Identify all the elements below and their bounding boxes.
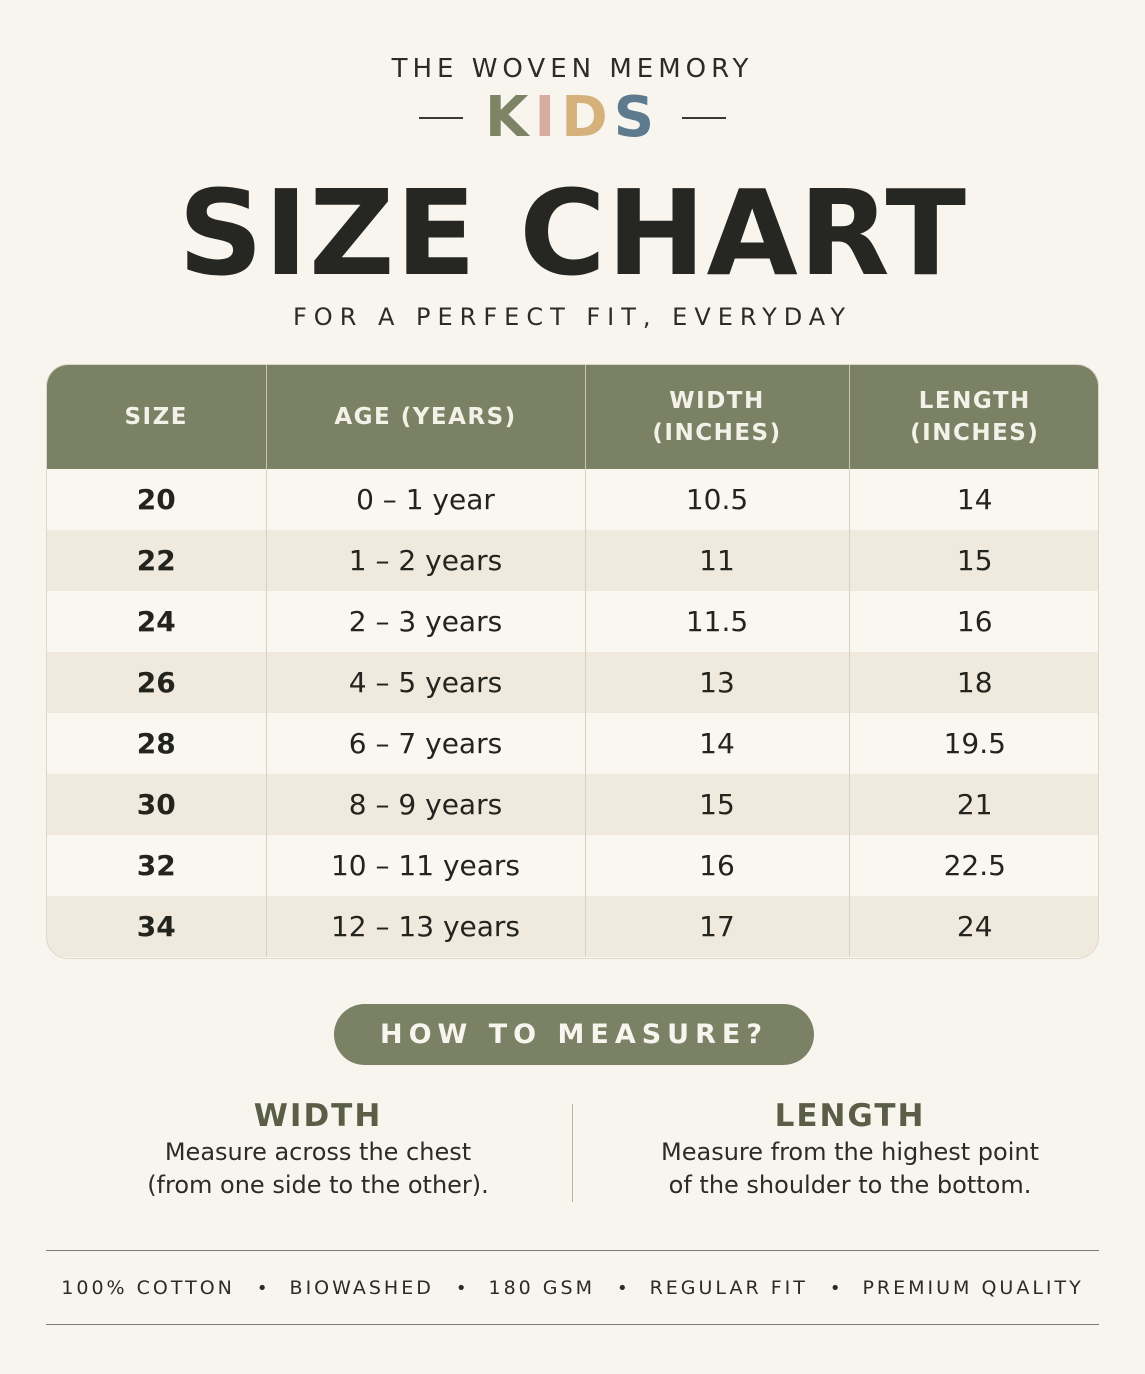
cell-length: 21 <box>849 774 1098 835</box>
cell-width: 10.5 <box>585 469 850 530</box>
cell-age: 0 – 1 year <box>266 469 586 530</box>
length-instructions: LENGTH Measure from the highest point of… <box>590 1098 1110 1202</box>
width-instructions: WIDTH Measure across the chest (from one… <box>58 1098 578 1202</box>
header-size: SIZE <box>47 365 267 469</box>
bullet-separator: • <box>256 1277 268 1299</box>
cell-width: 14 <box>585 713 850 774</box>
right-dash <box>682 117 727 119</box>
feature-item: BIOWASHED <box>289 1277 434 1299</box>
brand-sub-logo: KIDS <box>0 88 1145 148</box>
cell-age: 12 – 13 years <box>266 896 586 957</box>
cell-size: 26 <box>47 652 267 713</box>
feature-item: 180 GSM <box>488 1277 595 1299</box>
table-row: 34 12 – 13 years 17 24 <box>47 896 1098 957</box>
table-body: 20 0 – 1 year 10.5 14 22 1 – 2 years 11 … <box>47 469 1098 957</box>
table-header-row: SIZE AGE (YEARS) WIDTH (INCHES) LENGTH (… <box>47 365 1098 469</box>
kids-letter: S <box>613 85 661 150</box>
cell-age: 1 – 2 years <box>266 530 586 591</box>
cell-length: 15 <box>849 530 1098 591</box>
cell-length: 22.5 <box>849 835 1098 896</box>
table-row: 20 0 – 1 year 10.5 14 <box>47 469 1098 530</box>
length-line-1: Measure from the highest point <box>661 1138 1039 1166</box>
header-age: AGE (YEARS) <box>266 365 586 469</box>
width-heading: WIDTH <box>253 1098 383 1134</box>
cell-length: 18 <box>849 652 1098 713</box>
header-width: WIDTH (INCHES) <box>585 365 850 469</box>
left-dash <box>418 117 463 119</box>
width-line-1: Measure across the chest <box>164 1138 472 1166</box>
cell-length: 14 <box>849 469 1098 530</box>
cell-size: 22 <box>47 530 267 591</box>
cell-age: 2 – 3 years <box>266 591 586 652</box>
bullet-separator: • <box>829 1277 841 1299</box>
features-bar: 100% COTTON • BIOWASHED • 180 GSM • REGU… <box>46 1266 1099 1310</box>
bullet-separator: • <box>616 1277 628 1299</box>
kids-letter: I <box>534 85 562 150</box>
cell-size: 32 <box>47 835 267 896</box>
table-row: 32 10 – 11 years 16 22.5 <box>47 835 1098 896</box>
cell-width: 11.5 <box>585 591 850 652</box>
size-table-container: SIZE AGE (YEARS) WIDTH (INCHES) LENGTH (… <box>46 364 1099 959</box>
cell-width: 13 <box>585 652 850 713</box>
cell-size: 34 <box>47 896 267 957</box>
cell-size: 20 <box>47 469 267 530</box>
cell-length: 24 <box>849 896 1098 957</box>
cell-size: 24 <box>47 591 267 652</box>
table-row: 24 2 – 3 years 11.5 16 <box>47 591 1098 652</box>
cell-length: 19.5 <box>849 713 1098 774</box>
cell-width: 17 <box>585 896 850 957</box>
kids-letter: K <box>484 85 535 150</box>
size-table: SIZE AGE (YEARS) WIDTH (INCHES) LENGTH (… <box>47 365 1098 957</box>
width-line-2: (from one side to the other). <box>147 1171 489 1199</box>
cell-age: 10 – 11 years <box>266 835 586 896</box>
bottom-rule <box>46 1324 1099 1325</box>
length-heading: LENGTH <box>774 1098 926 1134</box>
feature-item: 100% COTTON <box>61 1277 235 1299</box>
top-rule <box>46 1250 1099 1251</box>
feature-item: PREMIUM QUALITY <box>862 1277 1084 1299</box>
cell-length: 16 <box>849 591 1098 652</box>
page-title: SIZE CHART <box>178 164 967 302</box>
header-length: LENGTH (INCHES) <box>849 365 1098 469</box>
table-row: 22 1 – 2 years 11 15 <box>47 530 1098 591</box>
kids-wordmark: KIDS <box>485 88 660 148</box>
cell-age: 6 – 7 years <box>266 713 586 774</box>
cell-size: 28 <box>47 713 267 774</box>
table-row: 28 6 – 7 years 14 19.5 <box>47 713 1098 774</box>
cell-width: 15 <box>585 774 850 835</box>
how-to-measure-badge: HOW TO MEASURE? <box>334 1004 814 1065</box>
cell-age: 8 – 9 years <box>266 774 586 835</box>
measure-divider <box>572 1104 573 1202</box>
length-line-2: of the shoulder to the bottom. <box>668 1171 1032 1199</box>
feature-item: REGULAR FIT <box>649 1277 808 1299</box>
cell-size: 30 <box>47 774 267 835</box>
cell-age: 4 – 5 years <box>266 652 586 713</box>
cell-width: 11 <box>585 530 850 591</box>
table-row: 26 4 – 5 years 13 18 <box>47 652 1098 713</box>
cell-width: 16 <box>585 835 850 896</box>
brand-name: THE WOVEN MEMORY <box>391 54 754 84</box>
bullet-separator: • <box>455 1277 467 1299</box>
table-row: 30 8 – 9 years 15 21 <box>47 774 1098 835</box>
page-subtitle: FOR A PERFECT FIT, EVERYDAY <box>293 303 852 331</box>
kids-letter: D <box>561 85 614 150</box>
